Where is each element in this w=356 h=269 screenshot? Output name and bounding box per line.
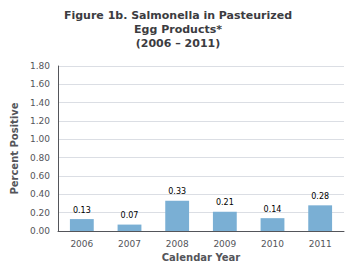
svg-text:0.20: 0.20 — [30, 208, 50, 218]
svg-text:1.80: 1.80 — [30, 61, 50, 71]
svg-text:0.80: 0.80 — [30, 153, 50, 163]
svg-text:0.60: 0.60 — [30, 171, 50, 181]
svg-text:Figure 1b. Salmonella in Paste: Figure 1b. Salmonella in Pasteurized — [64, 9, 292, 22]
svg-text:Calendar Year: Calendar Year — [162, 252, 241, 263]
svg-text:(2006 – 2011): (2006 – 2011) — [136, 37, 220, 50]
svg-text:2007: 2007 — [118, 239, 141, 249]
svg-text:2008: 2008 — [166, 239, 189, 249]
svg-text:2009: 2009 — [213, 239, 236, 249]
svg-text:0.28: 0.28 — [311, 192, 329, 201]
svg-text:1.20: 1.20 — [30, 116, 50, 126]
svg-text:0.14: 0.14 — [264, 205, 282, 214]
svg-text:2011: 2011 — [309, 239, 332, 249]
svg-text:0.00: 0.00 — [30, 226, 50, 236]
svg-text:2010: 2010 — [261, 239, 284, 249]
svg-text:0.40: 0.40 — [30, 189, 50, 199]
svg-text:0.07: 0.07 — [121, 211, 139, 220]
svg-text:Percent Positive: Percent Positive — [9, 102, 20, 194]
svg-text:0.21: 0.21 — [216, 198, 234, 207]
svg-text:1.60: 1.60 — [30, 79, 50, 89]
svg-text:1.00: 1.00 — [30, 134, 50, 144]
svg-text:0.33: 0.33 — [168, 187, 186, 196]
svg-text:2006: 2006 — [70, 239, 93, 249]
svg-text:0.13: 0.13 — [73, 206, 91, 215]
svg-text:1.40: 1.40 — [30, 98, 50, 108]
svg-text:Egg Products*: Egg Products* — [134, 23, 222, 36]
